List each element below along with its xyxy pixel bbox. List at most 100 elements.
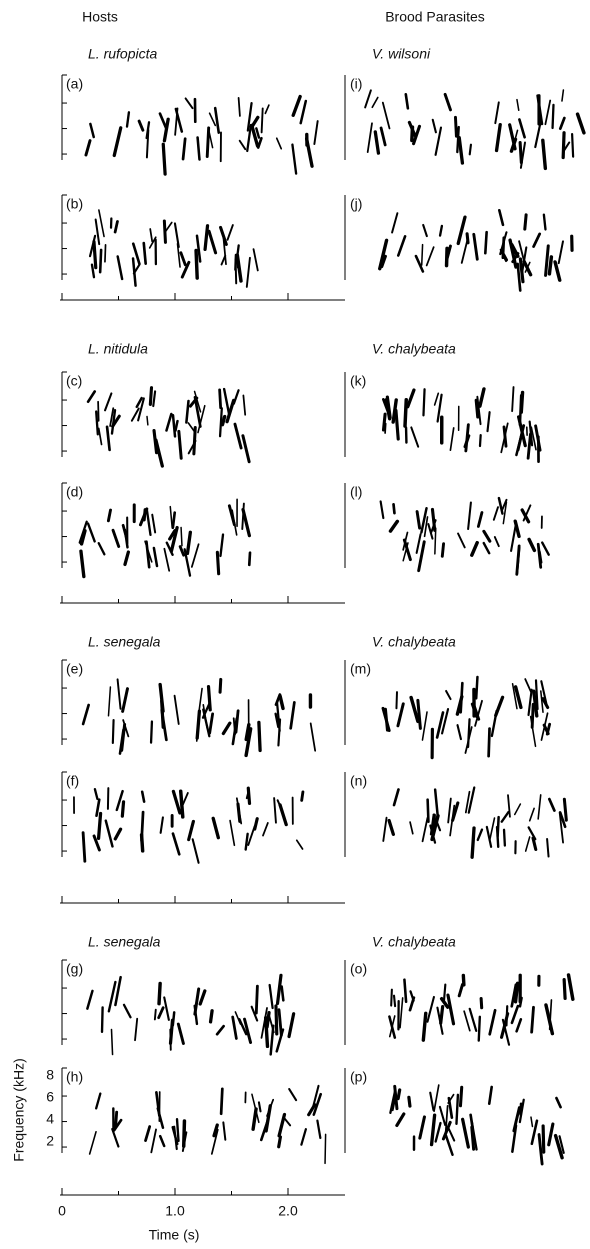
spectrogram-trace [510,983,518,1008]
spectrogram-trace [537,1133,544,1166]
spectrogram-trace [388,1015,396,1038]
spectrogram-trace [173,694,180,725]
spectrogram-trace [112,126,123,158]
spectrogram-trace [511,683,518,710]
spectrogram-trace [238,1018,248,1036]
spectrogram-trace [251,1107,258,1131]
spectrogram-trace [527,688,533,717]
spectrogram-trace [460,239,469,264]
spectrogram-trace [445,244,452,261]
spectrogram-trace [546,838,550,858]
spectrogram-trace [104,244,107,263]
spectrogram-trace [275,973,283,1006]
spectrogram-trace [300,790,305,802]
spectrogram-trace [551,103,555,130]
spectrogram-trace [478,433,482,448]
spectrogram-trace [218,677,223,694]
spectrogram-trace [93,788,99,801]
spectrogram-trace [158,682,165,713]
spectrogram-trace [194,248,199,280]
spectrogram-trace [530,426,537,451]
spectrogram-trace [111,718,115,745]
spectrogram-trace [409,695,420,724]
panel-label: (d) [66,484,83,500]
spectrogram-trace [226,224,234,241]
spectrogram-trace [418,1115,426,1140]
spectrogram-trace [434,126,443,156]
spectrogram-trace [211,816,220,840]
spectrogram-trace [107,686,112,717]
spectrogram-trace [304,136,314,168]
spectrogram-trace [86,390,97,404]
spectrogram-trace [541,697,550,710]
spectrogram-trace [79,549,86,579]
y-tick-label: 2 [46,1133,54,1149]
spectrogram-trace [181,1119,187,1148]
spectrogram-trace [273,797,277,824]
spectrogram-trace [86,522,96,543]
species-name: V. chalybeata [372,934,456,950]
spectrogram-trace [571,132,575,158]
spectrogram-trace [426,798,430,823]
spectrogram-trace [443,92,452,112]
spectrogram-trace [265,1010,271,1029]
spectrogram-trace [277,1008,283,1037]
spectrogram-trace [309,722,317,752]
spectrogram-trace [130,407,140,422]
spectrogram-trace [192,426,197,456]
spectrogram-trace [289,701,296,730]
spectrogram-trace [438,1105,447,1126]
spectrogram-trace [447,1127,456,1142]
spectrogram-trace [384,398,392,421]
spectrogram-trace [208,1009,214,1024]
spectrogram-trace [233,422,243,450]
spectrogram-trace [456,215,467,246]
spectrogram-trace [131,242,141,266]
spectrogram-trace [313,120,319,146]
spectrogram-trace [262,822,269,837]
spectrogram-trace [492,506,499,521]
spectrogram-trace [382,816,388,842]
spectrogram-trace [196,136,201,161]
spectrogram-trace [235,797,243,825]
spectrogram-trace [534,679,539,711]
spectrogram-trace [218,407,223,438]
spectrogram-trace [90,263,96,279]
spectrogram-trace [394,408,400,441]
spectrogram-trace [174,419,179,432]
spectrogram-trace [154,438,164,468]
spectrogram-trace [169,525,179,553]
spectrogram-trace [545,722,552,736]
spectrogram-trace [453,115,458,138]
spectrogram-trace [391,1096,397,1112]
spectrogram-trace [142,241,147,265]
spectrogram-trace [106,508,112,523]
spectrogram-trace [242,394,247,416]
spectrogram-trace [145,508,152,537]
spectrogram-trace [389,1089,397,1115]
spectrogram-trace [427,523,434,540]
spectrogram-trace [457,532,466,549]
spectrogram-trace [84,139,92,157]
spectrogram-trace [247,551,252,567]
spectrogram-trace [316,1119,322,1140]
spectrogram-trace [107,980,117,1013]
spectrogram-trace [260,1007,268,1039]
spectrogram-trace [518,141,523,165]
spectrogram-trace [433,1084,440,1113]
spectrogram-trace [416,698,422,730]
spectrogram-trace [488,1008,497,1036]
spectrogram-trace [276,799,284,813]
spectrogram-trace [534,424,542,452]
panel-label: (g) [66,961,83,977]
spectrogram-trace [422,223,428,238]
panel-label: (n) [350,773,367,789]
spectrogram-trace [515,1018,523,1033]
spectrogram-trace [208,712,215,735]
spectrogram-trace [464,790,471,814]
spectrogram-trace [429,824,437,844]
spectrogram-trace [171,832,181,856]
spectrogram-trace [111,414,121,428]
spectrogram-trace [121,523,128,540]
x-tick-label: 0 [58,1203,66,1219]
